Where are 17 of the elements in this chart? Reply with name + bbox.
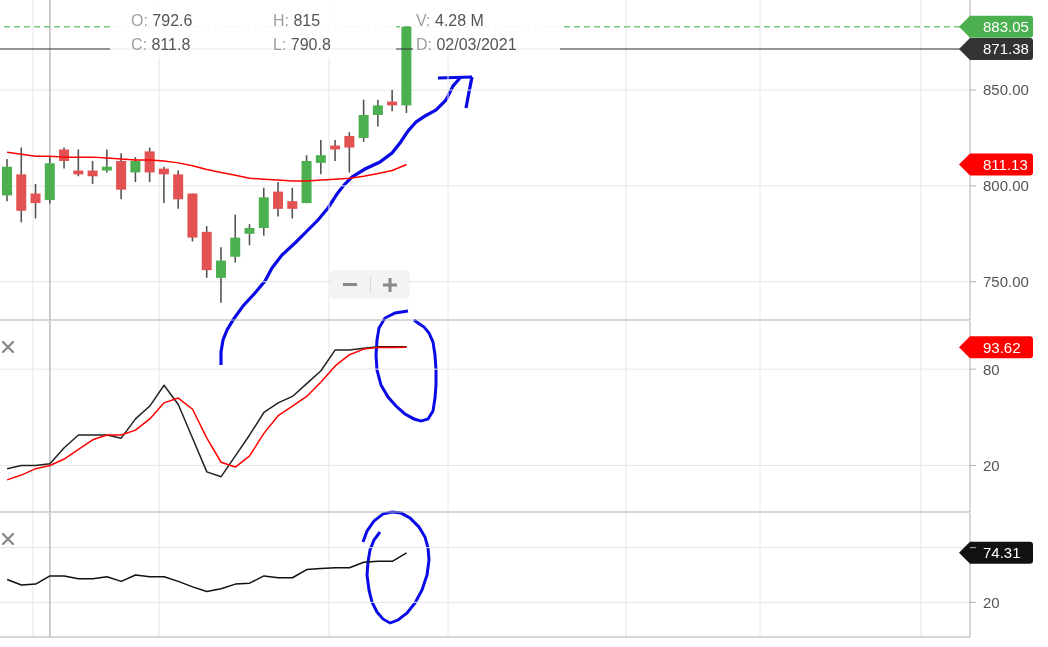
y-tick-label: 800.00 [983, 177, 1029, 195]
y-tick-label: 93.62 [983, 338, 1021, 356]
y-tick-label: 750.00 [983, 273, 1029, 291]
y-tick-label: 74.31 [983, 544, 1021, 562]
annotation: C: 811.8 [131, 36, 191, 53]
annotation: L: 790.8 [273, 36, 331, 53]
ref-line-label: 883.05 [983, 18, 1029, 36]
y-tick-label: 20 [983, 593, 1000, 611]
y-tick-label: 80 [983, 360, 1000, 378]
ref-line-label: 871.38 [983, 40, 1029, 58]
y-tick-label: 20 [983, 456, 1000, 474]
annotation: D: 02/03/2021 [416, 36, 517, 53]
y-tick-label: 811.13 [983, 155, 1028, 173]
annotation: O: 792.6 [131, 12, 193, 29]
y-tick-label: 850.00 [983, 81, 1029, 99]
annotation: V: 4.28 M [416, 12, 484, 29]
annotation: H: 815 [273, 12, 321, 29]
